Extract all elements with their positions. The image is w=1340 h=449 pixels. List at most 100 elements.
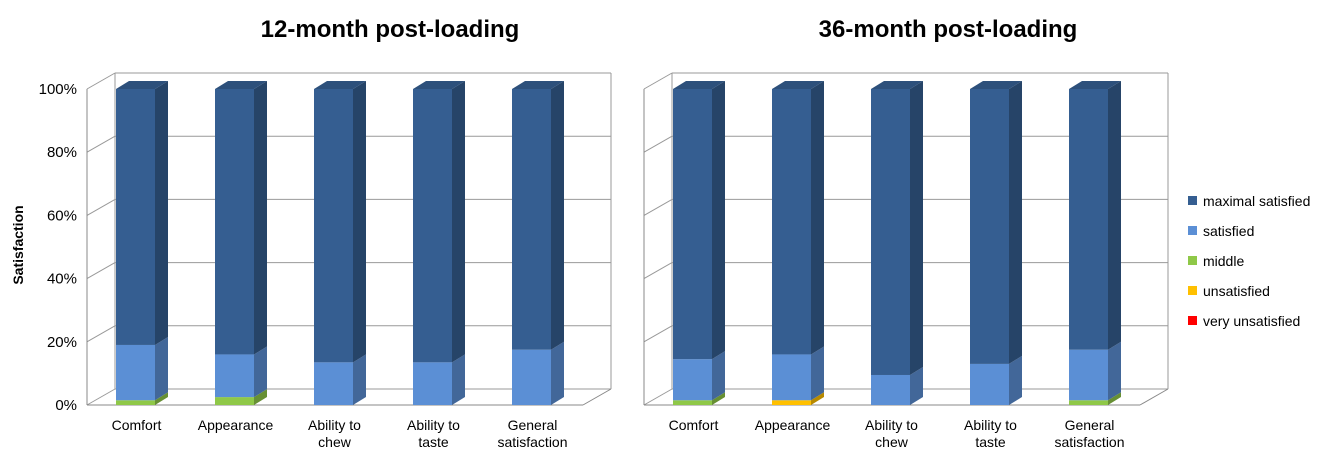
bar-side-satisfied <box>1108 341 1121 401</box>
x-tick-label: Ability to chew <box>308 417 361 449</box>
gridline-diagonal <box>643 72 673 90</box>
bar-segment-satisfied <box>1069 349 1108 401</box>
bar-segment-satisfied <box>772 354 811 401</box>
bar-segment-maximal-satisfied <box>970 89 1009 364</box>
y-tick-label: 100% <box>39 81 77 98</box>
bar-stack <box>871 81 923 405</box>
y-tick-label: 40% <box>47 271 77 288</box>
chart-title: 12-month post-loading <box>261 16 520 43</box>
gridline-diagonal <box>643 325 673 343</box>
gridline-diagonal <box>86 72 116 90</box>
chart-title: 36-month post-loading <box>819 16 1078 43</box>
bar-side-satisfied <box>811 346 824 401</box>
gridline-diagonal <box>643 388 673 406</box>
bar-side-satisfied <box>452 354 465 405</box>
chart-panel-12-month: 12-month post-loading 0% 20% 40% 60% 80% 100% C… <box>39 16 612 449</box>
bar-side-maximal-satisfied <box>551 81 564 350</box>
legend: maximal satisfied satisfied middle unsatisf… <box>1188 193 1310 329</box>
y-axis-label: Satisfaction <box>10 205 26 284</box>
gridline-diagonal <box>86 262 116 280</box>
bar-stack <box>116 81 168 405</box>
bar-top <box>772 81 824 89</box>
bar-top <box>970 81 1022 89</box>
bar-side-satisfied <box>712 351 725 401</box>
bar-segment-satisfied <box>673 359 712 401</box>
bar-top <box>673 81 725 89</box>
bar-stack <box>512 81 564 405</box>
bar-segment-satisfied <box>871 374 910 405</box>
bar-stack <box>413 81 465 405</box>
legend-label: satisfied <box>1203 223 1254 239</box>
bar-segment-middle <box>116 400 155 405</box>
legend-swatch <box>1188 316 1197 325</box>
bar-segment-maximal-satisfied <box>116 89 155 345</box>
bar-side-maximal-satisfied <box>910 81 923 375</box>
bar-stack <box>1069 81 1121 405</box>
bar-side-maximal-satisfied <box>811 81 824 355</box>
bar-side-maximal-satisfied <box>155 81 168 345</box>
x-tick-label: Comfort <box>669 417 719 433</box>
x-tick-label: Ability to taste <box>407 417 460 449</box>
bar-side-middle <box>1108 392 1121 405</box>
gridline-diagonal <box>86 388 116 406</box>
bar-side-maximal-satisfied <box>1108 81 1121 350</box>
x-tick-label: Ability to chew <box>865 417 918 449</box>
bar-stack <box>215 81 267 405</box>
bar-side-satisfied <box>1009 355 1022 405</box>
bar-top <box>871 81 923 89</box>
bar-top <box>1069 81 1121 89</box>
y-tick-label: 60% <box>47 207 77 224</box>
bar-side-middle <box>254 389 267 405</box>
bar-segment-satisfied <box>512 349 551 405</box>
legend-swatch <box>1188 226 1197 235</box>
gridline-diagonal <box>643 135 673 153</box>
gridline-diagonal <box>643 198 673 216</box>
bar-side-maximal-satisfied <box>1009 81 1022 364</box>
legend-swatch <box>1188 256 1197 265</box>
bar-segment-maximal-satisfied <box>215 89 254 355</box>
bar-segment-satisfied <box>413 362 452 405</box>
bar-segment-satisfied <box>116 344 155 401</box>
bar-segment-satisfied <box>970 363 1009 405</box>
bar-stack <box>970 81 1022 405</box>
bar-top <box>413 81 465 89</box>
floor-edge <box>582 388 612 406</box>
y-tick-label: 80% <box>47 144 77 161</box>
bar-segment-satisfied <box>215 354 254 398</box>
bar-top <box>314 81 366 89</box>
legend-swatch <box>1188 286 1197 295</box>
gridline-diagonal <box>86 325 116 343</box>
bar-stack <box>314 81 366 405</box>
chart-panel-36-month: 36-month post-loading Comfort Appearance Ab… <box>643 16 1169 449</box>
y-tick-label: 20% <box>47 334 77 351</box>
x-tick-label: Ability to taste <box>964 417 1017 449</box>
bar-segment-middle <box>215 397 254 405</box>
bar-segment-maximal-satisfied <box>413 89 452 363</box>
bar-side-satisfied <box>353 354 366 405</box>
bar-segment-satisfied <box>314 362 353 405</box>
bar-stack <box>772 81 824 405</box>
bar-segment-middle <box>673 400 712 405</box>
legend-label: unsatisfied <box>1203 283 1270 299</box>
bar-side-maximal-satisfied <box>353 81 366 363</box>
bar-side-satisfied <box>155 336 168 401</box>
bar-side-middle <box>712 392 725 405</box>
bar-side-maximal-satisfied <box>712 81 725 360</box>
bar-segment-maximal-satisfied <box>871 89 910 375</box>
bar-side-satisfied <box>254 346 267 398</box>
bar-side-maximal-satisfied <box>254 81 267 355</box>
legend-label: middle <box>1203 253 1244 269</box>
legend-label: maximal satisfied <box>1203 193 1310 209</box>
bar-segment-maximal-satisfied <box>314 89 353 363</box>
bar-top <box>116 81 168 89</box>
bar-side-maximal-satisfied <box>452 81 465 363</box>
bar-segment-maximal-satisfied <box>512 89 551 350</box>
y-tick-label: 0% <box>55 397 77 414</box>
gridline-diagonal <box>643 262 673 280</box>
x-tick-label: Comfort <box>112 417 162 433</box>
x-tick-label: General satisfaction <box>497 417 567 449</box>
legend-swatch <box>1188 196 1197 205</box>
legend-label: very unsatisfied <box>1203 313 1300 329</box>
bar-side-unsatisfied <box>811 392 824 405</box>
